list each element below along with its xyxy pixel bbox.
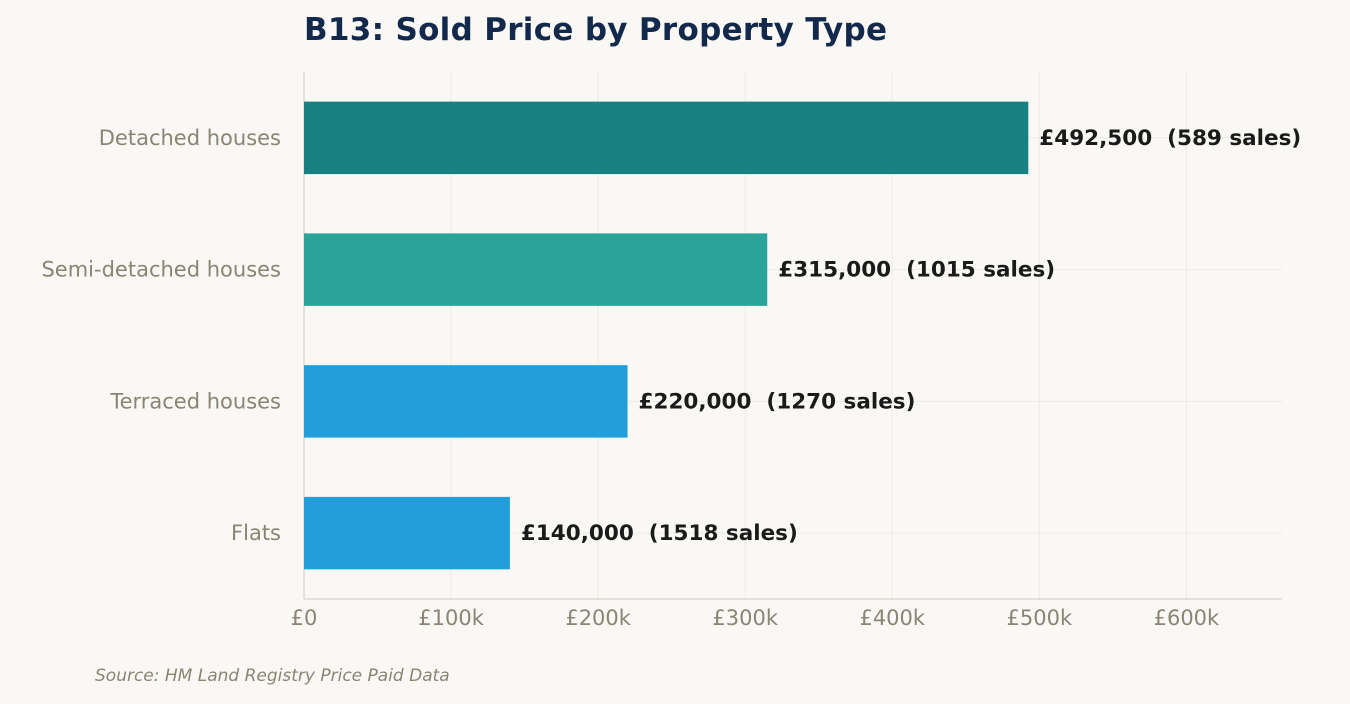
bar (304, 496, 510, 570)
category-label: Detached houses (99, 126, 281, 150)
x-tick-label: £300k (712, 606, 778, 630)
bar (304, 101, 1029, 175)
x-tick-label: £200k (565, 606, 631, 630)
data-label: £220,000 (1270 sales) (639, 389, 916, 414)
x-tick-label: £0 (291, 606, 318, 630)
x-tick-label: £500k (1007, 606, 1073, 630)
x-tick-label: £100k (418, 606, 484, 630)
x-tick-label: £600k (1154, 606, 1220, 630)
category-label: Terraced houses (109, 389, 281, 413)
chart-title: B13: Sold Price by Property Type (304, 12, 888, 48)
data-label: £315,000 (1015 sales) (778, 258, 1055, 283)
category-label: Semi-detached houses (41, 258, 281, 282)
bar (304, 233, 768, 306)
source-note: Source: HM Land Registry Price Paid Data (95, 666, 450, 686)
data-label: £140,000 (1518 sales) (521, 521, 798, 546)
data-label: £492,500 (589 sales) (1039, 126, 1301, 151)
bar (304, 365, 628, 438)
category-label: Flats (231, 521, 281, 545)
x-tick-label: £400k (859, 606, 925, 630)
